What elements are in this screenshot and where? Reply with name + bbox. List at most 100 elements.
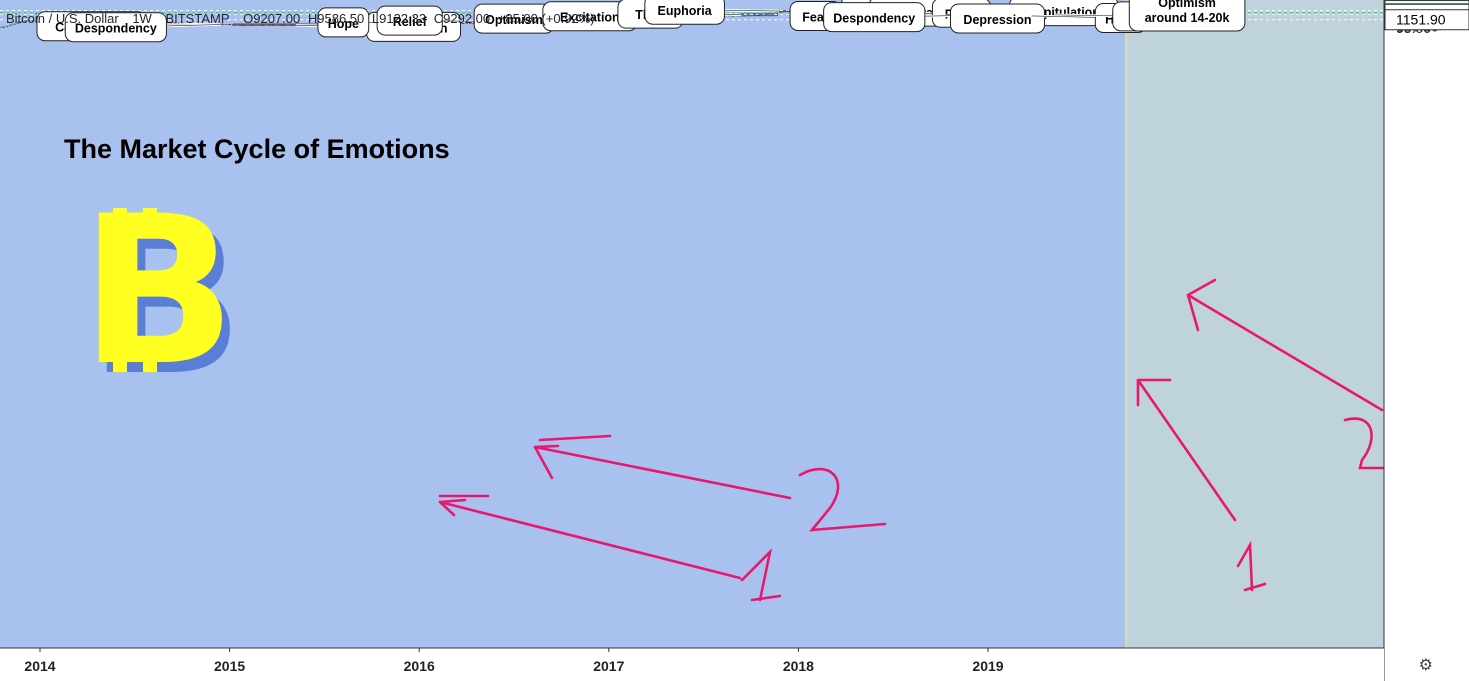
candle-body [760,14,764,16]
candle-body [13,23,16,25]
emotion-label: Relief [376,5,486,36]
hand-annotations [438,278,1392,602]
label-box [317,7,370,38]
emotion-label-text: Excitation [560,11,620,25]
candle-body [293,24,297,26]
candle-body [753,14,757,16]
arrow-annotation [1136,378,1237,522]
emotion-label-text: around 14-20k [1145,11,1230,25]
candle-body [235,24,239,26]
candle-body [461,23,465,25]
candle-body [5,25,9,28]
chart-title: The Market Cycle of Emotions [64,134,450,164]
emotion-label: Despondency [64,12,221,43]
label-box [644,0,725,25]
candle-body [253,24,257,26]
time-tick-label: 2018 [783,658,814,674]
low-value: L9122.33 [371,11,427,26]
exchange: BITSTAMP [165,11,230,26]
change-value: +85.00 (+0.92%) [497,11,595,26]
candle-body [224,24,228,26]
time-tick-label: 2014 [24,658,55,674]
candle-body [220,23,224,25]
emotion-label-text: Depression [963,13,1031,27]
candle-body [257,24,261,26]
emotion-label: Optimism [473,3,600,34]
candle-body [250,24,253,26]
label-box [949,3,1045,34]
time-tick-label: 2019 [972,658,1003,674]
candle-body [775,12,778,14]
candle-body [782,11,786,13]
emotion-label: Excitation [542,1,670,32]
candle-body [31,20,35,22]
candle-body [731,15,735,17]
gear-icon[interactable]: ⚙ [1418,657,1433,674]
candle-body [786,10,789,12]
candle-body [261,24,264,26]
time-tick-label: 2017 [593,658,624,674]
high-value: H9586.50 [307,11,365,26]
candle-body [231,24,235,26]
bitcoin-logo: BB [80,173,244,421]
candle-body [239,24,242,26]
label-box [376,5,443,36]
arrow-annotation [438,498,742,580]
price-level-tag [1384,9,1469,31]
emotion-label: Depression [949,3,1045,34]
candle-body [749,15,753,17]
label-box [1128,0,1246,32]
digit-2-annotation [1343,417,1392,470]
candle-body [742,15,746,17]
dash-annotation [438,434,612,498]
candle-body [468,22,472,24]
candle-body [767,13,771,15]
label-box [64,12,167,43]
candle-body [16,22,20,24]
emotion-label-text: Despondency [833,12,915,26]
emotion-label: Euphoria [644,0,780,25]
emotion-label-text: Euphoria [658,4,713,18]
logo-tick [113,208,127,230]
candle-body [275,24,279,26]
digit-2-annotation [798,467,887,532]
time-axis [0,648,1384,681]
arrow-annotation [533,444,792,500]
candle-body [771,12,775,14]
logo-tick [143,208,157,230]
candle-body [264,24,268,26]
emotion-label: Despondency [823,2,970,33]
candle-body [764,13,767,15]
emotion-label-text: Optimism [1158,0,1216,10]
label-box [823,2,926,33]
candle-body [745,15,749,17]
candle-body [290,24,293,26]
candle-body [268,24,272,26]
candle-body [246,24,250,26]
candle-body [169,22,173,24]
interval[interactable]: 1W [132,11,152,26]
price-axis [1384,0,1469,681]
close-value: C9292.00 [433,11,491,26]
candle-body [271,24,275,26]
candle-body [20,21,24,23]
candle-body [286,24,290,26]
open-value: O9207.00 [243,11,301,26]
candle-body [2,26,5,28]
emotion-label-text: Relief [393,15,428,29]
digit-1-annotation [740,548,782,602]
symbol-name[interactable]: Bitcoin / U.S. Dollar [6,11,119,26]
future-area [1126,0,1384,648]
candle-body [282,24,286,26]
emotion-label-text: Hope [328,17,359,31]
emotion-label-text: Optimism [485,13,543,27]
candle-body [756,14,760,16]
price-level-label: 1151.90 [1396,12,1446,28]
candle-body [24,20,27,22]
candle-body [778,11,782,13]
candle-body [465,22,468,24]
digit-1-annotation [1236,540,1267,592]
